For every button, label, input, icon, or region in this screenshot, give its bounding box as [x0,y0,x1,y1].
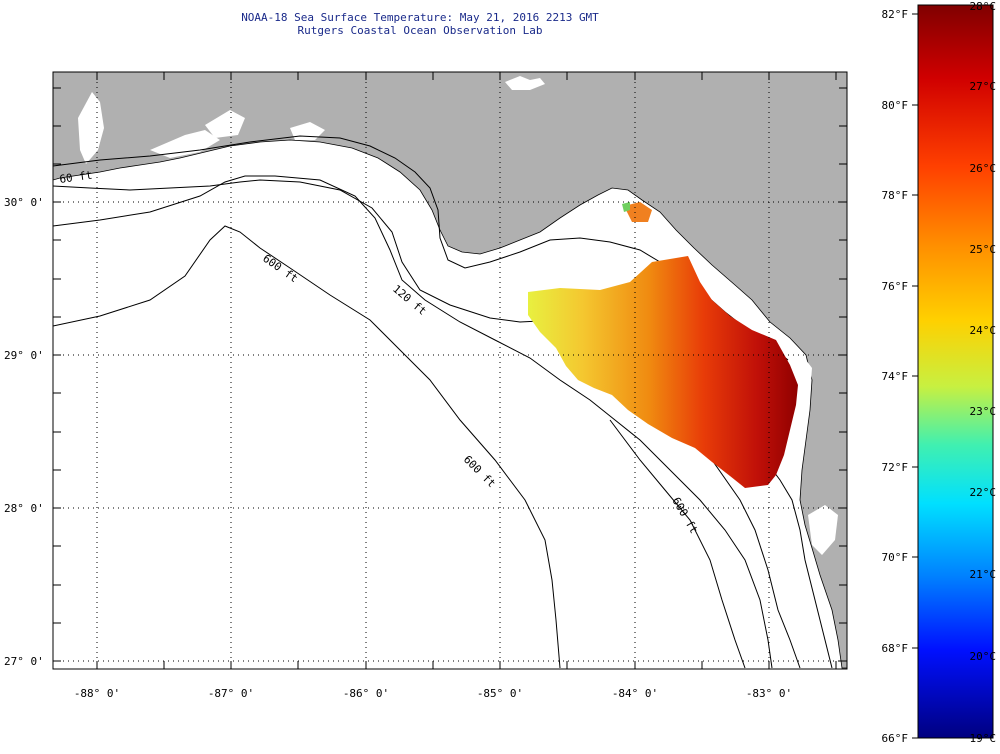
colorbar-f-78: 78°F [882,189,909,202]
colorbar-ticks [912,13,918,739]
lat-label-29: 29° 0' [4,349,44,362]
sst-swath [528,256,798,488]
colorbar-c-28: 28°C [970,0,997,13]
colorbar-c-26: 26°C [970,162,997,175]
lon-label-87: -87° 0' [208,687,254,700]
isobath-120ft [53,175,773,669]
lat-label-27: 27° 0' [4,655,44,668]
colorbar-c-23: 23°C [970,405,997,418]
map-title: NOAA-18 Sea Surface Temperature: May 21,… [241,11,599,24]
colorbar-f-76: 76°F [882,280,909,293]
colorbar-c-27: 27°C [970,80,997,93]
lon-label-84: -84° 0' [612,687,658,700]
colorbar-f-72: 72°F [882,461,909,474]
colorbar-f-80: 80°F [882,99,909,112]
lon-label-86: -86° 0' [343,687,389,700]
map-ticks [53,72,847,669]
lat-label-30: 30° 0' [4,196,44,209]
lon-label-88: -88° 0' [74,687,120,700]
colorbar-f-74: 74°F [882,370,909,383]
map-frame [52,71,848,670]
colorbar [917,4,994,739]
colorbar-c-21: 21°C [970,568,997,581]
colorbar-c-25: 25°C [970,243,997,256]
land-area [53,72,847,669]
isobath-label-60: 60 ft [59,168,94,185]
colorbar-c-19: 19°C [970,732,997,745]
colorbar-c-22: 22°C [970,486,997,499]
colorbar-f-82: 82°F [882,8,909,21]
lat-label-28: 28° 0' [4,502,44,515]
isobath-600ft [53,225,561,669]
map-subtitle: Rutgers Coastal Ocean Observation Lab [297,24,543,37]
colorbar-f-70: 70°F [882,551,909,564]
isobath-60ft [53,179,833,669]
lon-label-83: -83° 0' [746,687,792,700]
colorbar-c-24: 24°C [970,324,997,337]
colorbar-f-68: 68°F [882,642,909,655]
colorbar-f-66: 66°F [882,732,909,745]
lon-label-85: -85° 0' [477,687,523,700]
colorbar-c-20: 20°C [970,650,997,663]
